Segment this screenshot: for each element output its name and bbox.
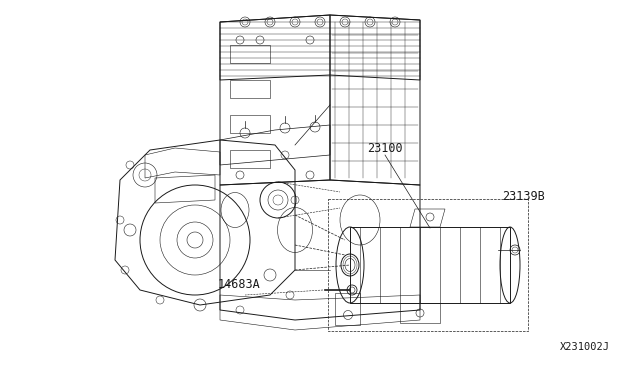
Text: X231002J: X231002J bbox=[560, 342, 610, 352]
Text: 23139B: 23139B bbox=[502, 189, 545, 202]
Text: 14683A: 14683A bbox=[218, 279, 260, 292]
Text: 23100: 23100 bbox=[367, 141, 403, 154]
